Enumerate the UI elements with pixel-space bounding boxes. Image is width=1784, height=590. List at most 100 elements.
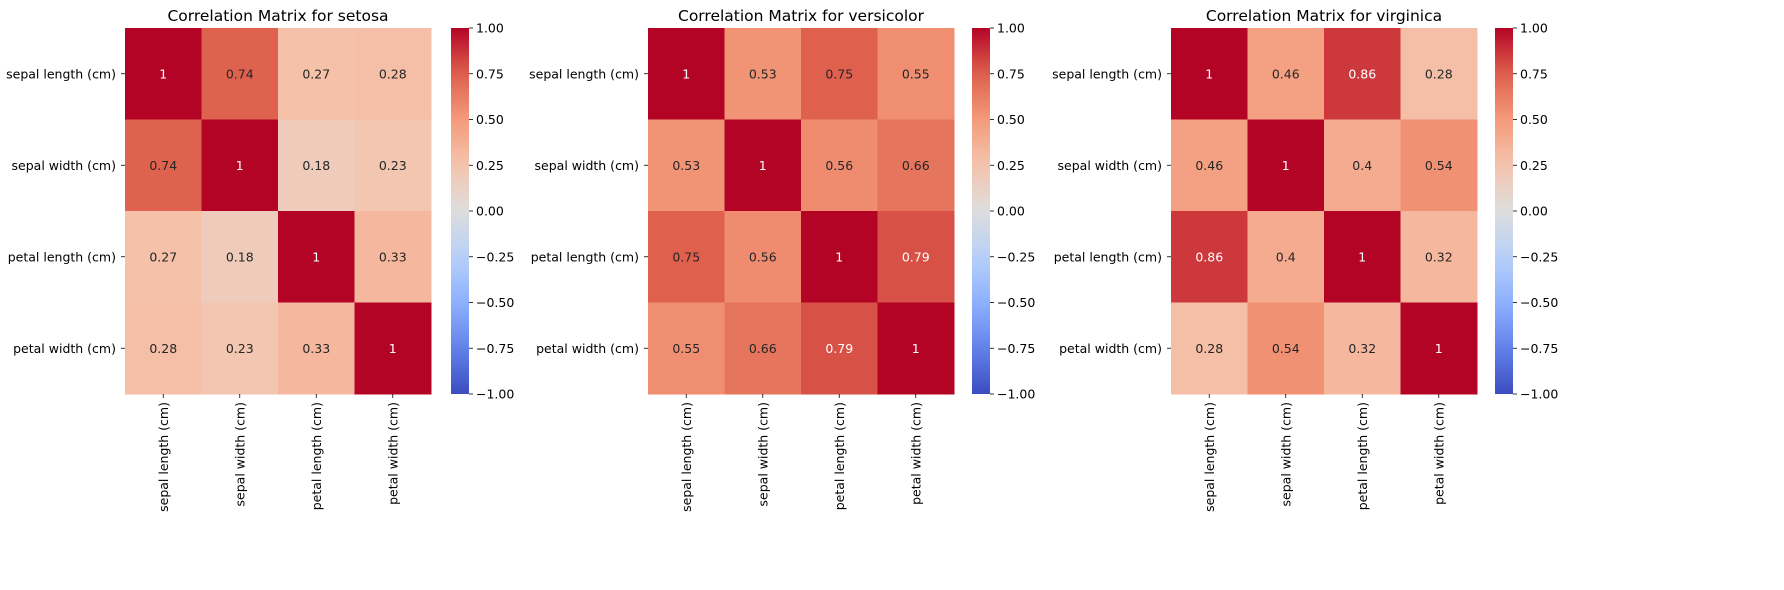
heatmap-cell <box>1247 119 1325 212</box>
x-tick-label: sepal length (cm) <box>156 402 171 512</box>
heatmap-cell <box>354 211 432 303</box>
cell-value-label: 0.33 <box>379 249 407 264</box>
cell-value-label: 0.23 <box>379 158 407 173</box>
cell-value-label: 0.75 <box>672 249 700 264</box>
x-tick-label: sepal length (cm) <box>1202 402 1217 512</box>
heatmap-cell <box>724 28 802 120</box>
cell-value-label: 1 <box>1282 158 1290 173</box>
heatmap-cell <box>877 119 955 212</box>
cell-value-label: 0.32 <box>1425 249 1453 264</box>
cell-value-label: 0.28 <box>1195 341 1223 356</box>
heatmap-cell <box>125 119 202 212</box>
y-tick-label: sepal length (cm) <box>1052 66 1162 81</box>
colorbar-tick-label: −0.25 <box>1520 249 1558 264</box>
cell-value-label: 1 <box>159 66 167 81</box>
heatmap-cell <box>125 302 202 395</box>
heatmap-cell <box>724 302 802 395</box>
colorbar-tick-label: −0.50 <box>476 295 514 310</box>
cell-value-label: 1 <box>236 158 244 173</box>
chart-title: Correlation Matrix for setosa <box>167 7 388 25</box>
heatmap-cell <box>1247 211 1325 303</box>
colorbar-tick-label: 0.75 <box>997 66 1025 81</box>
colorbar-tick-label: −0.75 <box>476 341 514 356</box>
y-tick-label: petal width (cm) <box>13 341 116 356</box>
cell-value-label: 0.79 <box>825 341 853 356</box>
heatmap-cell <box>648 119 725 212</box>
heatmap-cell <box>125 211 202 303</box>
cell-value-label: 1 <box>1435 341 1443 356</box>
heatmap-cell <box>1324 28 1401 120</box>
heatmap-cell <box>1171 302 1248 395</box>
cell-value-label: 0.55 <box>672 341 700 356</box>
heatmap-cell <box>1171 119 1248 212</box>
heatmap-cell <box>1247 302 1325 395</box>
y-tick-label: sepal width (cm) <box>535 158 639 173</box>
colorbar-tick-label: 0.00 <box>476 204 504 219</box>
heatmap-cell <box>801 302 878 395</box>
cell-value-label: 1 <box>1358 249 1366 264</box>
cell-value-label: 0.75 <box>825 66 853 81</box>
cell-value-label: 1 <box>759 158 767 173</box>
x-tick-label: sepal width (cm) <box>1278 402 1293 506</box>
heatmap-cell <box>801 211 878 303</box>
colorbar-tick-label: −1.00 <box>997 387 1035 402</box>
heatmap-cell <box>877 211 955 303</box>
colorbar-tick-label: 1.00 <box>476 21 504 36</box>
heatmap-cell <box>724 211 802 303</box>
y-tick-label: petal length (cm) <box>1054 249 1162 264</box>
cell-value-label: 0.32 <box>1348 341 1376 356</box>
cell-value-label: 0.33 <box>302 341 330 356</box>
colorbar-tick-label: 0.50 <box>997 112 1025 127</box>
heatmap-cell <box>278 28 355 120</box>
x-tick-label: petal length (cm) <box>1355 402 1370 510</box>
cell-value-label: 0.55 <box>902 66 930 81</box>
colorbar <box>1495 28 1513 394</box>
cell-value-label: 0.18 <box>302 158 330 173</box>
heatmap-cell <box>1400 28 1478 120</box>
y-tick-label: petal width (cm) <box>536 341 639 356</box>
y-tick-label: sepal length (cm) <box>6 66 116 81</box>
cell-value-label: 0.28 <box>1425 66 1453 81</box>
cell-value-label: 0.79 <box>902 249 930 264</box>
heatmap-cell <box>1247 28 1325 120</box>
colorbar-tick-label: 0.25 <box>997 158 1025 173</box>
chart-title: Correlation Matrix for versicolor <box>678 7 925 25</box>
heatmap-cell <box>1400 119 1478 212</box>
heatmap-cell <box>648 302 725 395</box>
heatmap-cell <box>201 211 279 303</box>
heatmap-cell <box>1400 211 1478 303</box>
cell-value-label: 1 <box>835 249 843 264</box>
cell-value-label: 0.74 <box>149 158 177 173</box>
colorbar-tick-label: −0.25 <box>997 249 1035 264</box>
cell-value-label: 0.56 <box>825 158 853 173</box>
colorbar-tick-label: 0.00 <box>1520 204 1548 219</box>
y-tick-label: petal width (cm) <box>1059 341 1162 356</box>
cell-value-label: 0.23 <box>226 341 254 356</box>
cell-value-label: 0.54 <box>1425 158 1453 173</box>
heatmap-cell <box>278 211 355 303</box>
colorbar-tick-label: 1.00 <box>1520 21 1548 36</box>
cell-value-label: 1 <box>312 249 320 264</box>
heatmap-cell <box>1171 28 1248 120</box>
colorbar <box>972 28 990 394</box>
cell-value-label: 0.54 <box>1272 341 1300 356</box>
cell-value-label: 0.66 <box>902 158 930 173</box>
colorbar-tick-label: 0.75 <box>1520 66 1548 81</box>
cell-value-label: 0.53 <box>749 66 777 81</box>
heatmap-cell <box>1171 211 1248 303</box>
colorbar <box>451 28 469 394</box>
colorbar-tick-label: −0.50 <box>997 295 1035 310</box>
x-tick-label: petal width (cm) <box>385 402 400 505</box>
chart-title: Correlation Matrix for virginica <box>1206 7 1442 25</box>
colorbar-tick-label: 0.25 <box>1520 158 1548 173</box>
colorbar-tick-label: 1.00 <box>997 21 1025 36</box>
colorbar-tick-label: 0.25 <box>476 158 504 173</box>
heatmap-cell <box>354 302 432 395</box>
x-tick-label: sepal width (cm) <box>232 402 247 506</box>
cell-value-label: 1 <box>389 341 397 356</box>
cell-value-label: 0.74 <box>226 66 254 81</box>
y-tick-label: petal length (cm) <box>531 249 639 264</box>
colorbar-tick-label: −1.00 <box>1520 387 1558 402</box>
colorbar-tick-label: −0.50 <box>1520 295 1558 310</box>
heatmap-cell <box>278 302 355 395</box>
